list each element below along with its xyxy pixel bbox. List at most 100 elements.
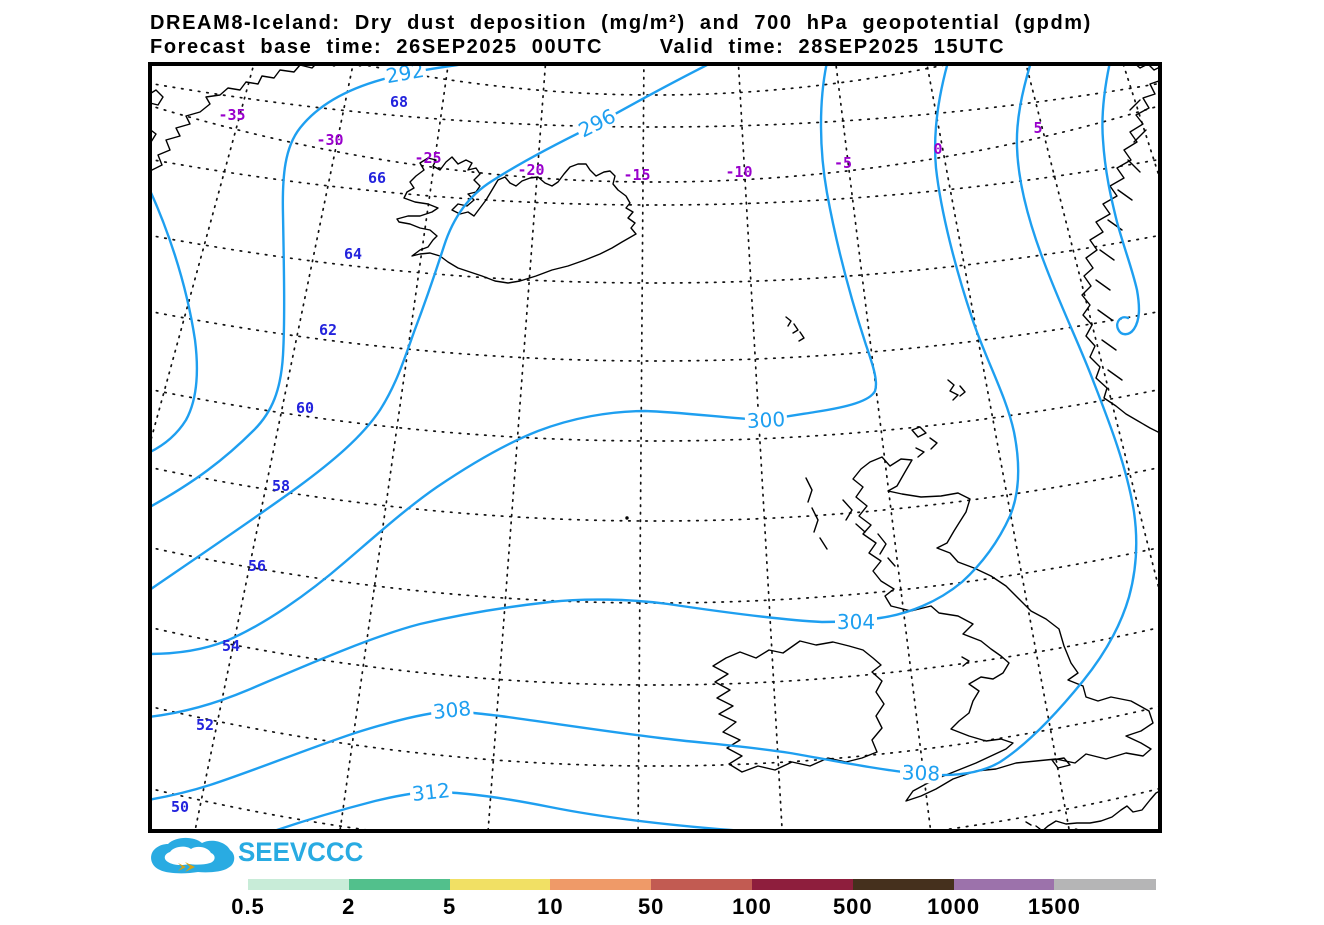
svg-text:308: 308: [901, 760, 940, 785]
longitude-label: 0: [933, 140, 942, 158]
longitude-label: -20: [517, 161, 544, 179]
coast-shetland: [947, 379, 966, 401]
coast-great-britain: [852, 456, 1154, 802]
coast-isle-of-man: [961, 656, 970, 667]
parallel-gridline: [150, 546, 1160, 604]
meridian-gridline: [926, 64, 1071, 831]
latitude-label: 56: [248, 557, 266, 575]
map-area: 292 296 300 304 308 308 312 68 66 64 62 60 58 56 54 52 5…: [148, 58, 1162, 833]
colorbar-tick-label: 50: [637, 894, 665, 919]
parallel-gridline: [150, 310, 1160, 362]
latitude-label: 50: [171, 798, 189, 816]
meridian-gridline: [1122, 64, 1160, 182]
colorbar-segment: [449, 879, 551, 890]
parallel-gridline: [150, 158, 1160, 206]
coast-faroes: [785, 316, 805, 342]
latitude-label: 62: [319, 321, 337, 339]
coast-isle-of-wight: [1051, 757, 1071, 769]
longitude-label: 5: [1033, 119, 1042, 137]
svg-text:312: 312: [411, 778, 451, 806]
coast-france: [1025, 790, 1160, 831]
longitude-label: -30: [316, 131, 343, 149]
meridian-gridline: [637, 64, 645, 831]
longitude-label: -5: [834, 154, 852, 172]
meridian-gridline: [737, 64, 784, 831]
contour-value-label: 308: [430, 696, 474, 724]
longitude-label: -15: [623, 166, 650, 184]
contour-value-label: 308: [899, 760, 943, 786]
colorbar-tick-label: 1500: [1027, 894, 1081, 919]
colorbar-segment: [348, 879, 451, 890]
colorbar-tick-label: 500: [832, 894, 873, 919]
contour-value-label: 304: [835, 610, 877, 634]
coast-hebrides: [805, 477, 896, 567]
coastlines: [150, 64, 1160, 831]
meridian-gridline: [150, 64, 255, 447]
meridian-gridline: [835, 64, 932, 831]
colorbar-tick-label: 100: [732, 894, 772, 919]
contour-value-label: 300: [744, 407, 788, 433]
colorbar-tick-label: 0.5: [231, 894, 265, 919]
map-canvas: 2922963003043083083126866646260585654525…: [148, 58, 1162, 833]
colorbar-tick-label: 10: [537, 894, 564, 919]
latitude-label: 60: [296, 399, 314, 417]
graticule-grid: [150, 64, 1160, 831]
seevccc-logo: SEEVCCC: [148, 836, 408, 882]
deposition-colorbar: 0.5 2 5 10 50 100 500 1000 1500: [231, 879, 1156, 919]
colorbar-segment: [953, 879, 1055, 890]
colorbar-segment: [852, 879, 955, 890]
coast-norway: [1081, 64, 1160, 434]
latitude-label: 58: [272, 477, 290, 495]
parallel-gridline: [150, 466, 1160, 522]
longitude-label: -10: [725, 163, 752, 181]
parallel-gridline: [150, 82, 1160, 128]
parallel-gridline: [150, 104, 1160, 183]
svg-text:308: 308: [432, 696, 472, 724]
map-labels: 2922963003043083083126866646260585654525…: [171, 58, 1043, 816]
colorbar-segment: [550, 879, 652, 890]
latitude-label: 68: [390, 93, 408, 111]
coast-greenland: [150, 64, 385, 172]
coast-orkney: [911, 426, 938, 458]
parallel-gridline: [150, 388, 1160, 442]
colorbar-tick-label: 5: [442, 894, 457, 919]
coast-iceland: [396, 156, 637, 284]
parallel-gridline: [150, 787, 1160, 831]
contour-288-arc: [150, 187, 199, 454]
latitude-label: 66: [368, 169, 386, 187]
colorbar-segment: [1054, 879, 1156, 890]
latitude-label: 64: [344, 245, 362, 263]
longitude-label: -25: [414, 149, 441, 167]
map-title: DREAM8-Iceland: Dry dust deposition (mg/…: [150, 12, 1092, 34]
coast-ireland: [712, 640, 885, 773]
contour-312-norway: [1101, 64, 1141, 336]
colorbar-segment: [248, 879, 350, 890]
meridian-gridline: [194, 64, 354, 831]
longitude-label: -35: [218, 106, 245, 124]
svg-text:304: 304: [837, 610, 875, 634]
parallel-gridline: [150, 626, 1160, 686]
map-border: [148, 62, 1162, 833]
svg-text:300: 300: [746, 407, 785, 433]
contour-292: [150, 64, 473, 509]
meridian-gridline: [487, 64, 547, 831]
colorbar-segment: [651, 879, 753, 890]
meridian-gridline: [1025, 64, 1160, 597]
logo-wordmark: SEEVCCC: [238, 837, 364, 867]
rockall-islet-dot: [625, 516, 629, 520]
contour-308: [150, 64, 1138, 801]
colorbar-tick-label: 1000: [927, 894, 981, 919]
parallel-gridline: [356, 64, 954, 96]
forecast-time-subtitle: Forecast base time: 26SEP2025 00UTC Vali…: [150, 36, 1006, 58]
contour-300: [150, 64, 878, 656]
contour-value-label: 296: [573, 104, 621, 142]
contour-value-label: 312: [409, 778, 453, 806]
parallel-gridline: [150, 234, 1160, 284]
latitude-label: 54: [222, 637, 240, 655]
colorbar-segment: [752, 879, 854, 890]
cloud-icon: [151, 837, 235, 874]
latitude-label: 52: [196, 716, 214, 734]
colorbar-tick-label: 2: [342, 894, 356, 919]
parallel-gridline: [150, 705, 1160, 767]
